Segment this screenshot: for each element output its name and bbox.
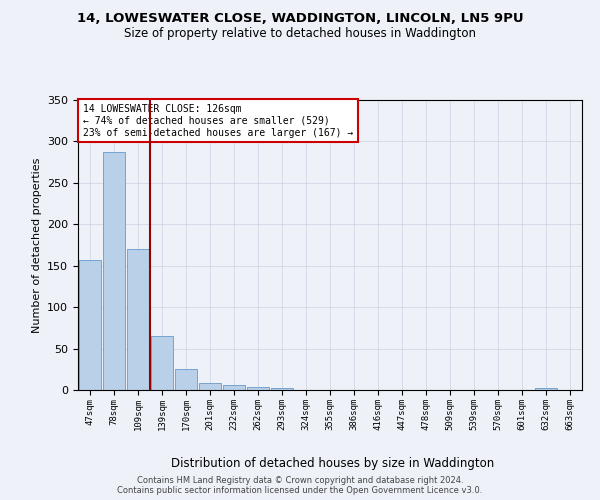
Bar (79, 260, 101, 390)
Bar (199, 382, 221, 390)
Bar (127, 249, 149, 390)
Text: Contains HM Land Registry data © Crown copyright and database right 2024.
Contai: Contains HM Land Registry data © Crown c… (118, 476, 482, 495)
Text: 14 LOWESWATER CLOSE: 126sqm
← 74% of detached houses are smaller (529)
23% of se: 14 LOWESWATER CLOSE: 126sqm ← 74% of det… (83, 104, 353, 138)
Bar (535, 388, 557, 390)
Text: Distribution of detached houses by size in Waddington: Distribution of detached houses by size … (172, 458, 494, 470)
Y-axis label: Number of detached properties: Number of detached properties (32, 158, 41, 332)
Bar (247, 386, 269, 390)
Text: Size of property relative to detached houses in Waddington: Size of property relative to detached ho… (124, 28, 476, 40)
Bar (151, 336, 173, 390)
Bar (175, 370, 197, 390)
Text: 14, LOWESWATER CLOSE, WADDINGTON, LINCOLN, LN5 9PU: 14, LOWESWATER CLOSE, WADDINGTON, LINCOL… (77, 12, 523, 26)
Bar (271, 388, 293, 390)
Bar (103, 152, 125, 390)
Bar (223, 385, 245, 390)
